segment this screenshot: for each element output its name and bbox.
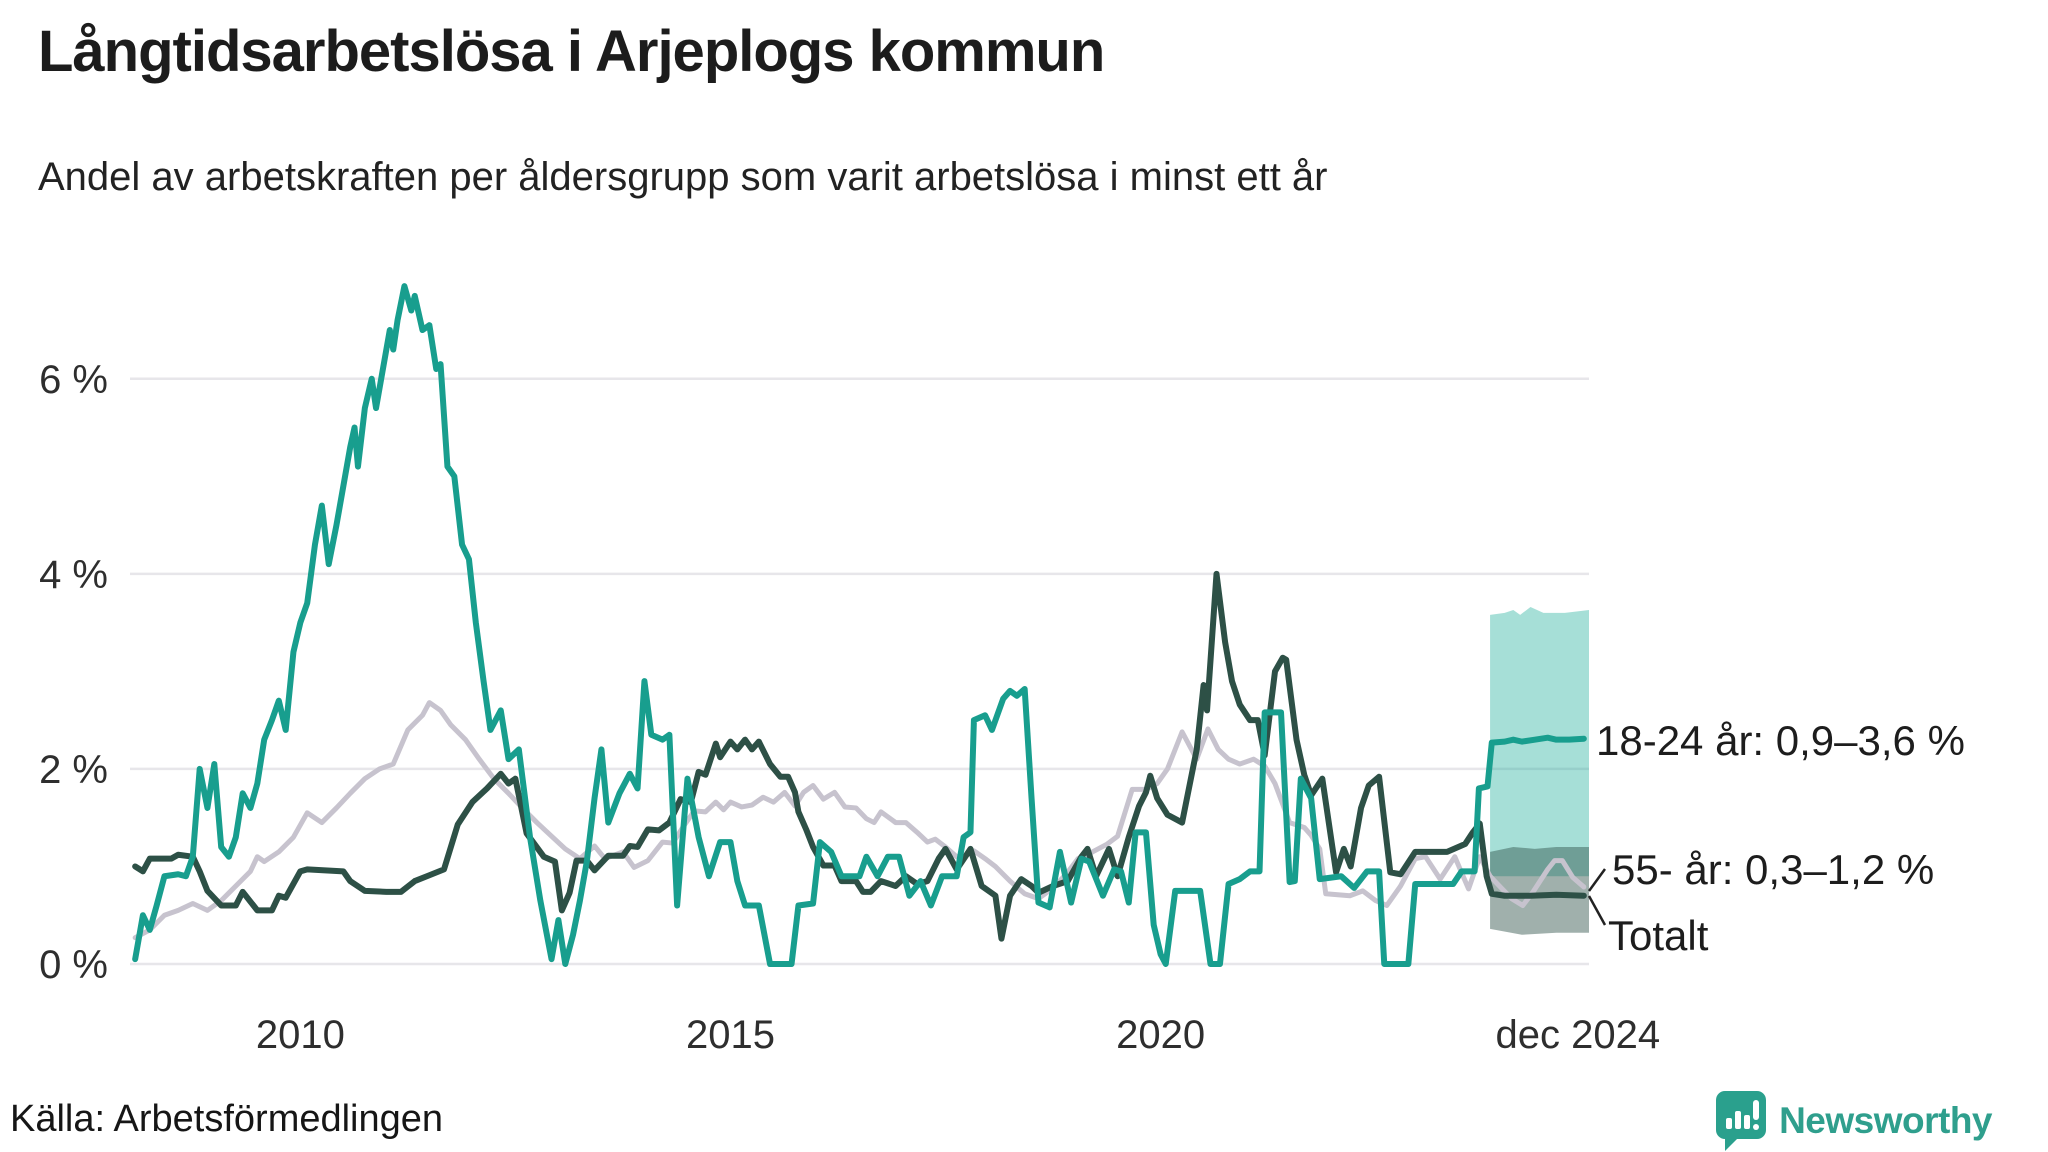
x-tick-label: 2020 <box>1116 1013 1205 1057</box>
series-line-18-24 år <box>132 283 1587 967</box>
brand-logo: Newsworthy <box>1715 1090 1992 1152</box>
brand-wordmark: Newsworthy <box>1779 1100 1992 1141</box>
leader-line <box>1587 868 1607 892</box>
exclamation-dot <box>1753 1124 1760 1130</box>
page-title: Långtidsarbetslösa i Arjeplogs kommun <box>38 19 1105 84</box>
leader-line <box>1587 895 1607 926</box>
bar-2 <box>1735 1111 1742 1129</box>
newsworthy-icon <box>1716 1091 1767 1151</box>
y-tick-label: 2 % <box>39 748 108 792</box>
x-tick-label: 2015 <box>686 1013 775 1057</box>
series-label: 18-24 år: 0,9–3,6 % <box>1596 717 1965 764</box>
y-tick-label: 6 % <box>39 358 108 402</box>
bar-1 <box>1726 1118 1733 1129</box>
y-tick-label: 4 % <box>39 553 108 597</box>
series-label: Totalt <box>1608 912 1709 959</box>
y-tick-label: 0 % <box>39 943 108 987</box>
chart-subtitle: Andel av arbetskraften per åldersgrupp s… <box>38 155 1328 199</box>
uncertainty-band-55- år <box>1490 846 1589 935</box>
exclamation-bar <box>1753 1100 1760 1120</box>
x-tick-label: dec 2024 <box>1496 1013 1661 1057</box>
bar-3 <box>1744 1115 1751 1129</box>
x-tick-label: 2010 <box>256 1013 345 1057</box>
series-line-Totalt <box>132 700 1587 941</box>
series-label: 55- år: 0,3–1,2 % <box>1612 846 1934 893</box>
series-line-55- år <box>132 570 1587 942</box>
source-note: Källa: Arbetsförmedlingen <box>10 1098 444 1140</box>
